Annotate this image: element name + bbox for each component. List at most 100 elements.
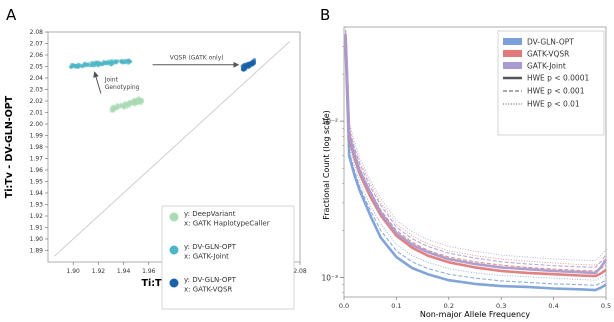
annotation-arrow: [93, 71, 102, 94]
legend-label-a: x: GATK HaplotypeCaller: [184, 220, 270, 228]
y-tick-label-a: 1.92: [30, 213, 44, 220]
scatter-point: [72, 64, 76, 68]
scatter-point: [136, 99, 140, 103]
y-tick-label-a: 2.03: [30, 87, 44, 94]
x-tick-label-b: 0.5: [601, 302, 611, 310]
annotation-text: Joint: [104, 76, 119, 83]
legend-label-a: x: GATK-Joint: [184, 253, 229, 261]
legend-label-a: y: DeepVariant: [184, 210, 236, 218]
y-tick-label-a: 1.90: [30, 236, 44, 243]
y-tick-label-b: 10⁻²: [321, 117, 338, 126]
scatter-point: [110, 109, 114, 113]
scatter-point: [94, 63, 98, 67]
scatter-point: [109, 61, 113, 65]
line-series: [344, 26, 608, 292]
scatter-point: [77, 63, 82, 67]
series-line: [344, 34, 608, 275]
x-tick-label-b: 0.4: [548, 302, 558, 310]
panel-label-a: A: [6, 6, 17, 24]
x-tick-label-b: 0.3: [496, 302, 506, 310]
y-tick-label-a: 2.02: [30, 98, 44, 105]
scatter-point: [127, 104, 131, 109]
scatter-point: [103, 60, 107, 65]
diagonal-line: [53, 40, 291, 257]
y-tick-label-a: 1.93: [30, 202, 44, 209]
scatter-point: [243, 62, 247, 67]
scatter-point: [90, 62, 94, 66]
y-tick-label-b: 10⁻³: [321, 273, 338, 282]
series-line: [345, 30, 607, 266]
scatter-point: [113, 107, 117, 111]
y-tick-label-a: 2.00: [30, 121, 44, 128]
legend-label-a: y: DV-GLN-OPT: [184, 276, 237, 284]
legend-label-b: HWE p < 0.001: [527, 87, 585, 96]
scatter-point: [246, 62, 250, 66]
y-tick-label-a: 1.94: [30, 190, 44, 197]
series-line: [344, 46, 607, 292]
y-tick-label-a: 2.08: [30, 29, 44, 36]
legend-swatch-b: [503, 50, 522, 57]
panel-label-b: B: [320, 6, 330, 24]
legend-marker-a: [169, 278, 179, 288]
legend-label-b: DV-GLN-OPT: [527, 38, 574, 47]
legend-label-b: GATK-VQSR: [527, 50, 569, 59]
series-line: [345, 37, 607, 281]
y-tick-label-a: 1.89: [30, 248, 44, 255]
legend-box-a: [161, 205, 295, 310]
scatter-point: [119, 102, 124, 106]
scatter-point: [139, 102, 143, 106]
legend-label-a: y: DV-GLN-OPT: [184, 243, 237, 251]
line-ticks: 0.0 0.1 0.2 0.3 0.4 0.5 10⁻³ 10⁻²: [321, 46, 611, 310]
x-tick-label-b: 0.1: [391, 302, 401, 310]
y-tick-label-a: 1.99: [30, 133, 44, 140]
y-axis-label-a: Ti:Tv - DV-GLN-OPT: [4, 95, 15, 198]
scatter-point: [139, 99, 144, 103]
y-tick-label-a: 2.04: [30, 75, 44, 82]
legend-label-b: GATK-Joint: [527, 62, 566, 71]
y-tick-label-a: 1.96: [30, 167, 44, 174]
scatter-legend: y: DeepVariant x: GATK HaplotypeCaller y: …: [161, 205, 295, 310]
legend-swatch-b: [503, 38, 522, 45]
scatter-point: [133, 100, 138, 104]
x-tick-label-a: 2.08: [293, 268, 307, 275]
line-legend: DV-GLN-OPT GATK-VQSR GATK-Joint HWE p < 0.0…: [497, 30, 605, 136]
x-tick-label-b: 0.0: [339, 302, 349, 310]
scatter-point: [124, 106, 129, 110]
scatter-point: [249, 62, 253, 66]
scatter-points: [69, 57, 257, 113]
annotation-text: Genotyping: [105, 84, 140, 91]
scatter-point: [113, 60, 118, 64]
y-tick-label-a: 1.95: [30, 179, 44, 186]
legend-label-a: x: GATK-VQSR: [184, 286, 232, 294]
scatter-point: [69, 65, 73, 69]
y-axis-label-b: Fractional Count (log scale): [322, 110, 331, 220]
y-tick-label-a: 2.06: [30, 52, 44, 59]
y-tick-label-a: 2.01: [30, 110, 44, 117]
scatter-point: [75, 64, 79, 68]
scatter-chart: 1.90 1.92 1.94 1.96 1.98 2.00 2.02 2.04 2.06 2.08…: [4, 29, 307, 310]
line-plot-frame: [343, 26, 607, 298]
legend-marker-a: [169, 212, 179, 222]
x-tick-label-a: 1.96: [142, 268, 156, 275]
legend-label-b: HWE p < 0.01: [527, 100, 580, 109]
y-tick-label-a: 2.05: [30, 64, 44, 71]
x-tick-label-a: 1.90: [67, 268, 81, 275]
y-tick-label-a: 1.97: [30, 156, 44, 163]
scatter-point: [106, 59, 110, 63]
legend-label-b: HWE p < 0.0001: [527, 74, 589, 83]
x-tick-label-b: 0.2: [444, 302, 454, 310]
y-tick-label-a: 1.91: [30, 225, 44, 232]
legend-swatch-b: [503, 62, 522, 69]
scatter-point: [112, 104, 116, 108]
scatter-point: [85, 62, 89, 67]
line-chart: 0.0 0.1 0.2 0.3 0.4 0.5 10⁻³ 10⁻² Non-major All…: [321, 26, 611, 319]
scatter-point: [124, 102, 129, 106]
y-tick-label-a: 1.98: [30, 144, 44, 151]
series-line: [345, 42, 607, 286]
scatter-point: [129, 99, 133, 104]
legend-box-b: [497, 30, 605, 136]
y-tick-label-a: 2.07: [30, 41, 44, 48]
scatter-point: [99, 62, 103, 67]
